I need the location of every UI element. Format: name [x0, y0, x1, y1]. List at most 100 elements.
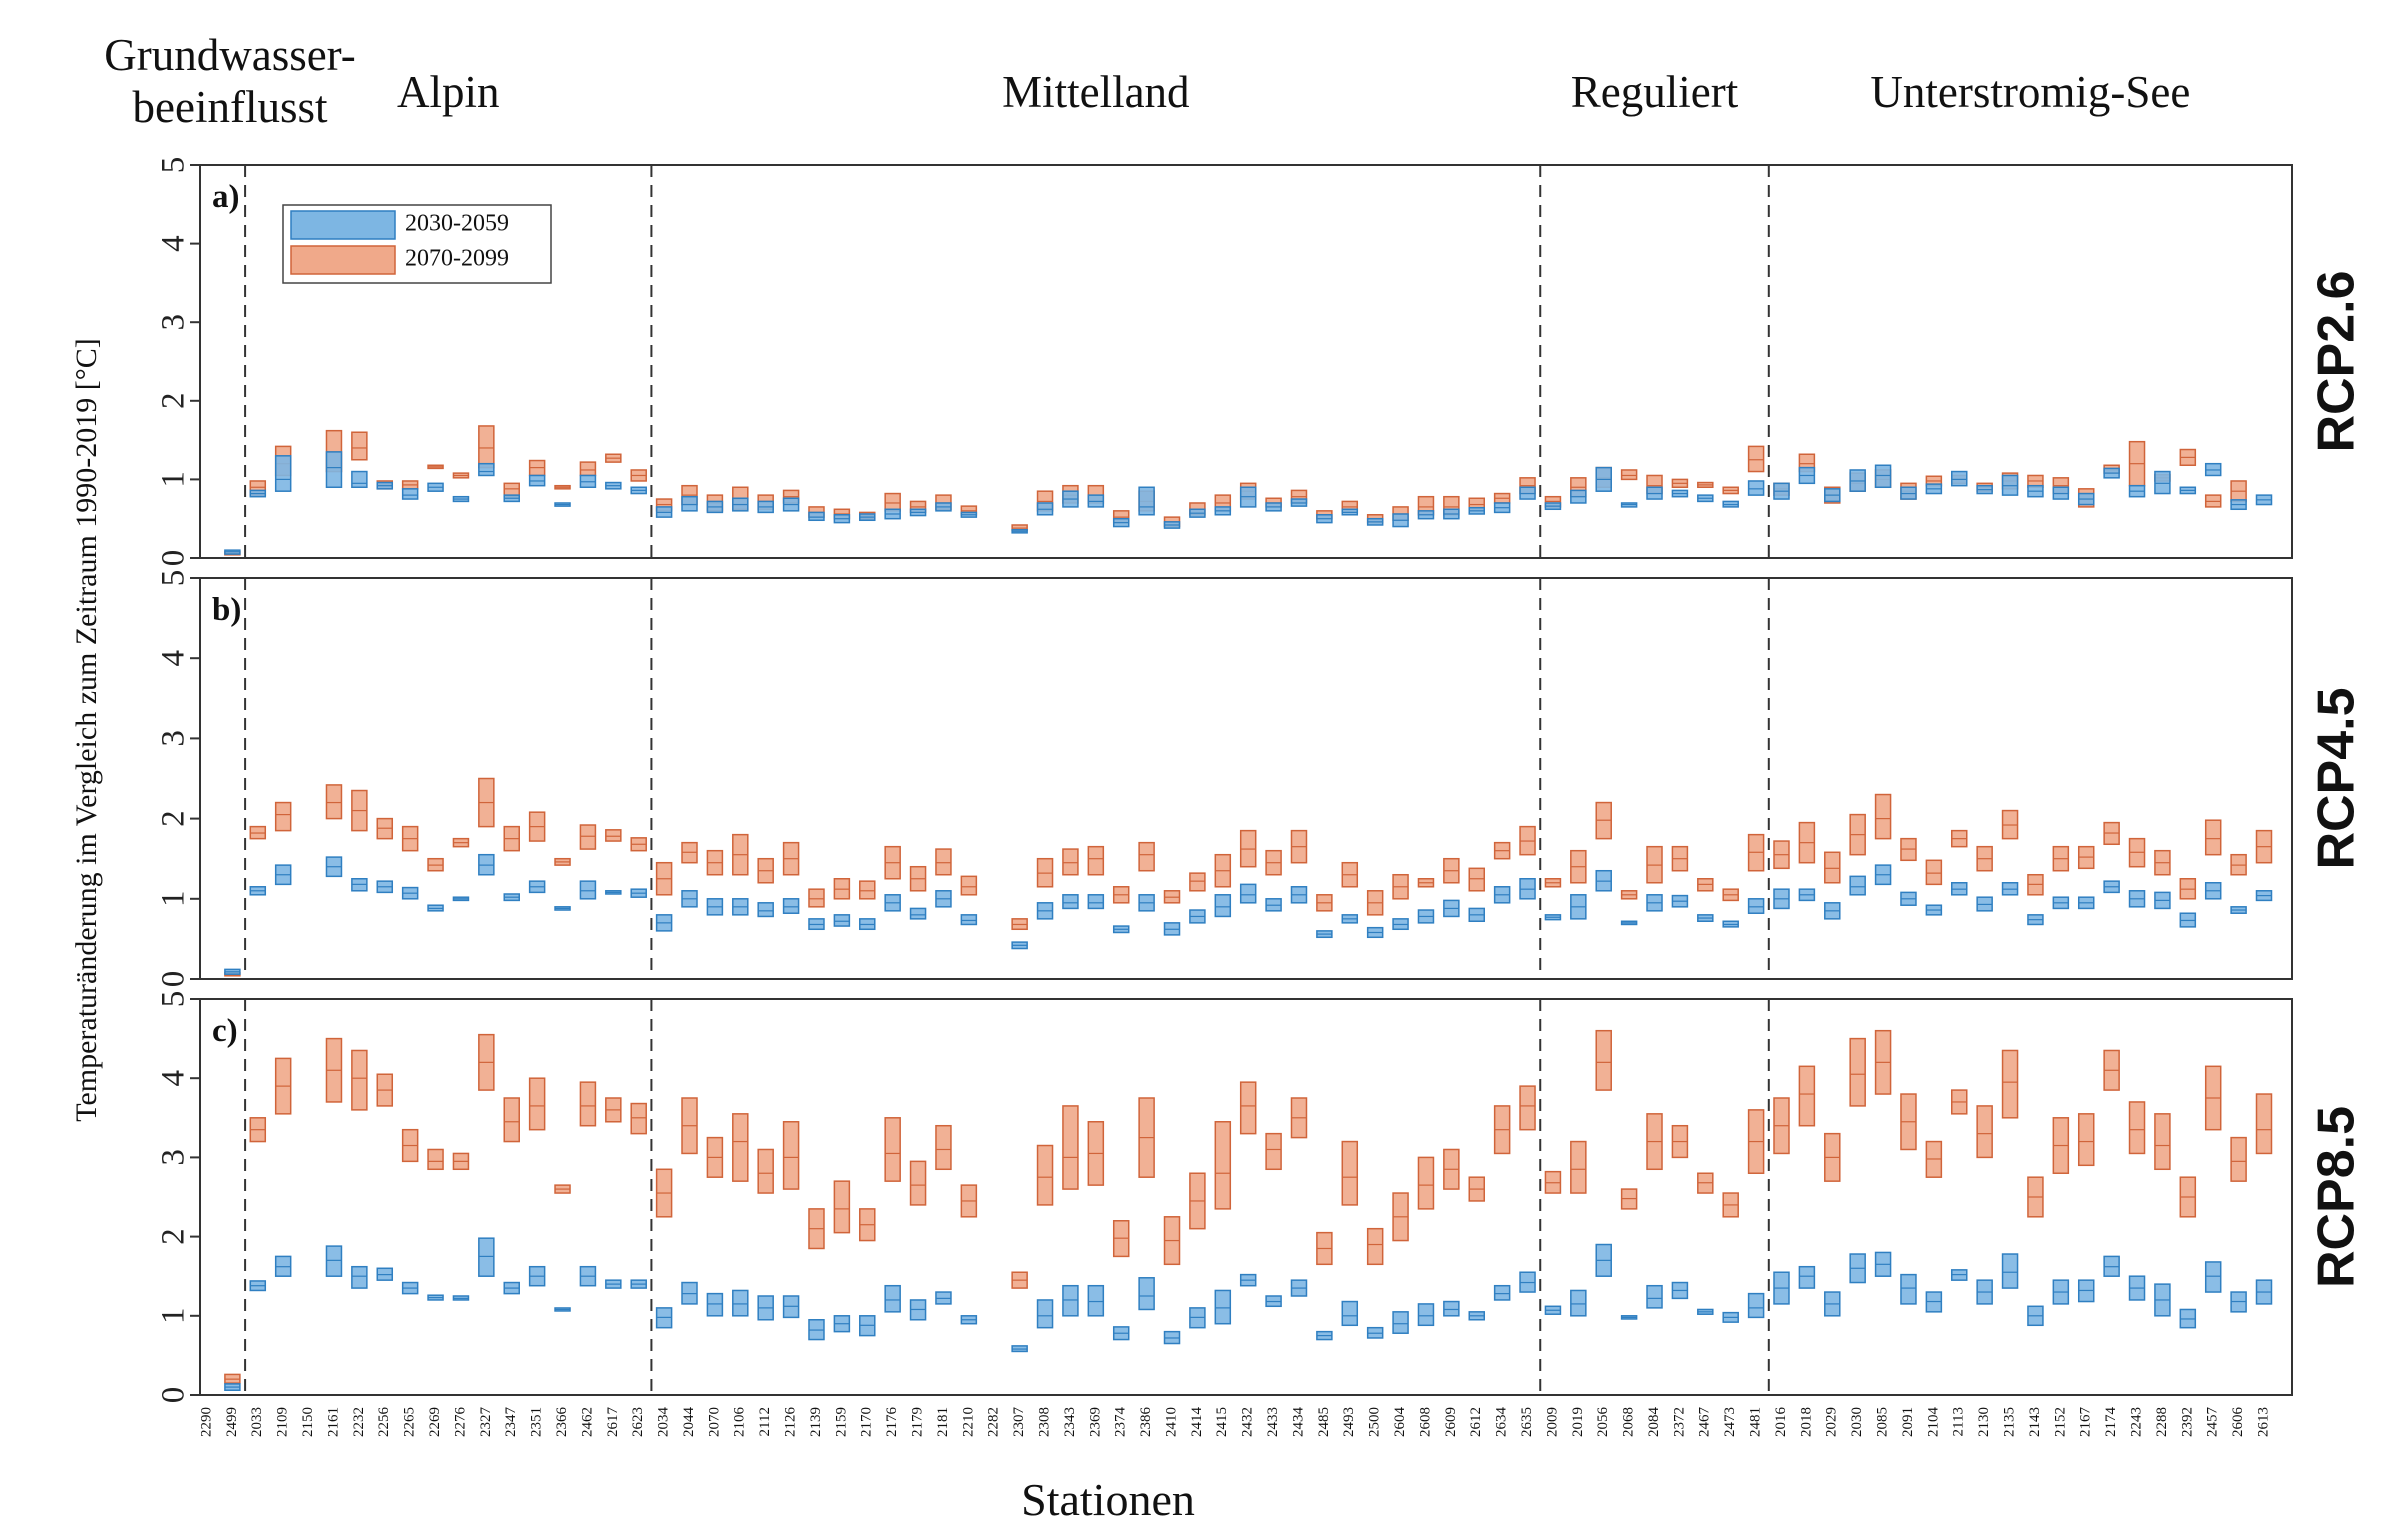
station-label: 2499 [224, 1407, 240, 1437]
box-2265-2070-2099 [401, 480, 419, 490]
box-body [1239, 1081, 1257, 1135]
box-2176-2070-2099 [884, 492, 901, 512]
box-2369-2030-2059 [1087, 494, 1105, 508]
station-label: 2210 [960, 1407, 976, 1437]
box-2176-2030-2059 [884, 894, 901, 912]
station-label: 2414 [1189, 1407, 1205, 1438]
box-body [2230, 1136, 2247, 1182]
box-2613-2070-2099 [2255, 829, 2273, 864]
scenario-label: RCP4.5 [2308, 687, 2366, 869]
box-2232-2070-2099 [351, 789, 368, 832]
legend-label: 2070-2099 [405, 246, 509, 272]
box-2139-2070-2099 [808, 1208, 825, 1250]
box-2351-2030-2059 [528, 474, 546, 487]
station-label: 2106 [732, 1407, 748, 1438]
box-2604-2030-2059 [1392, 1311, 1409, 1334]
group-label: Mittelland [1002, 67, 1189, 117]
box-2030-2030-2059 [1849, 469, 1866, 492]
box-body [427, 1148, 444, 1171]
station-labels: 2290 2499 2033 2109 2150 2161 2232 2256 2265 2269… [198, 1407, 2271, 1438]
box-2612-2070-2099 [1468, 1176, 1486, 1202]
box-2143-2030-2059 [2027, 1305, 2044, 1327]
box-2167-2030-2059 [2077, 492, 2095, 506]
station-label: 2343 [1062, 1407, 1078, 1437]
box-body [757, 902, 774, 918]
box-2634-2070-2099 [1493, 1105, 1511, 1155]
box-2019-2070-2099 [1570, 1140, 1587, 1194]
box-2265-2070-2099 [401, 825, 419, 852]
box-body [351, 1265, 368, 1289]
box-2308-2070-2099 [1036, 1144, 1054, 1206]
station-label: 2170 [859, 1407, 875, 1437]
box-2617-2070-2099 [605, 1097, 622, 1123]
box-2056-2030-2059 [1595, 1243, 1612, 1277]
station-label: 2181 [935, 1407, 951, 1437]
box-2415-2070-2099 [1214, 853, 1232, 888]
box-2612-2030-2059 [1468, 907, 1486, 923]
box-2159-2030-2059 [833, 914, 851, 927]
box-2084-2030-2059 [1646, 894, 1663, 912]
station-label: 2609 [1443, 1407, 1459, 1437]
box-2606-2030-2059 [2230, 906, 2247, 914]
box-body [274, 455, 292, 492]
box-2170-2030-2059 [859, 513, 876, 522]
box-2613-2030-2059 [2255, 890, 2273, 902]
box-2009-2070-2099 [1544, 1170, 1562, 1194]
box-body [1874, 793, 1892, 840]
box-2176-2030-2059 [884, 1284, 901, 1313]
station-label: 2392 [2179, 1407, 2195, 1437]
box-2392-2070-2099 [2179, 878, 2197, 900]
box-body [1620, 469, 1638, 481]
group-label: Grundwasser- [104, 30, 356, 80]
box-body [1417, 1303, 1435, 1327]
box-2018-2070-2099 [1798, 821, 1816, 864]
box-2056-2070-2099 [1595, 1029, 1612, 1091]
box-2130-2030-2059 [1976, 484, 1993, 495]
box-2232-2030-2059 [351, 1265, 368, 1289]
station-label: 2327 [478, 1407, 494, 1438]
box-2276-2070-2099 [452, 1152, 470, 1171]
box-2104-2070-2099 [1925, 1140, 1943, 1178]
box-2374-2070-2099 [1112, 886, 1130, 904]
box-2606-2030-2059 [2230, 499, 2247, 511]
box-2232-2030-2059 [351, 470, 368, 489]
box-2623-2030-2059 [630, 1279, 647, 1289]
box-2068-2030-2059 [1620, 502, 1638, 508]
box-2276-2070-2099 [452, 837, 470, 848]
station-label: 2135 [2001, 1407, 2017, 1437]
y-tick-label: 2 [156, 810, 192, 827]
box-2112-2070-2099 [757, 1148, 774, 1194]
box-2112-2030-2059 [757, 500, 774, 514]
group-label: Alpin [397, 67, 500, 117]
box-body [1087, 845, 1105, 876]
box-body [401, 488, 419, 500]
box-2161-2070-2099 [325, 1037, 343, 1103]
box-2256-2070-2099 [376, 817, 394, 840]
station-label: 2608 [1417, 1407, 1433, 1437]
box-2606-2030-2059 [2230, 1291, 2247, 1313]
box-2126-2070-2099 [782, 841, 800, 876]
box-2126-2030-2059 [782, 497, 800, 512]
box-2347-2070-2099 [503, 825, 520, 852]
box-body [1138, 1277, 1155, 1311]
box-2104-2030-2059 [1925, 904, 1943, 916]
station-label: 2374 [1113, 1407, 1129, 1438]
box-2634-2030-2059 [1493, 1284, 1511, 1301]
box-2493-2070-2099 [1341, 1140, 1359, 1206]
box-2181-2030-2059 [935, 890, 952, 908]
box-2126-2070-2099 [782, 1121, 800, 1190]
box-2104-2030-2059 [1925, 1291, 1943, 1313]
box-2374-2070-2099 [1112, 1220, 1130, 1258]
y-tick-label: 3 [156, 314, 192, 331]
station-label: 2112 [757, 1407, 773, 1436]
box-2308-2030-2059 [1036, 902, 1054, 920]
box-2374-2030-2059 [1112, 925, 1130, 934]
box-2327-2070-2099 [478, 425, 495, 469]
box-2176-2030-2059 [884, 508, 901, 520]
y-tick-label: 2 [156, 1228, 192, 1245]
box-body [2154, 470, 2171, 495]
box-2415-2030-2059 [1214, 894, 1232, 918]
box-2414-2030-2059 [1189, 1307, 1206, 1329]
station-label: 2143 [2027, 1407, 2043, 1437]
box-2434-2030-2059 [1290, 498, 1308, 507]
